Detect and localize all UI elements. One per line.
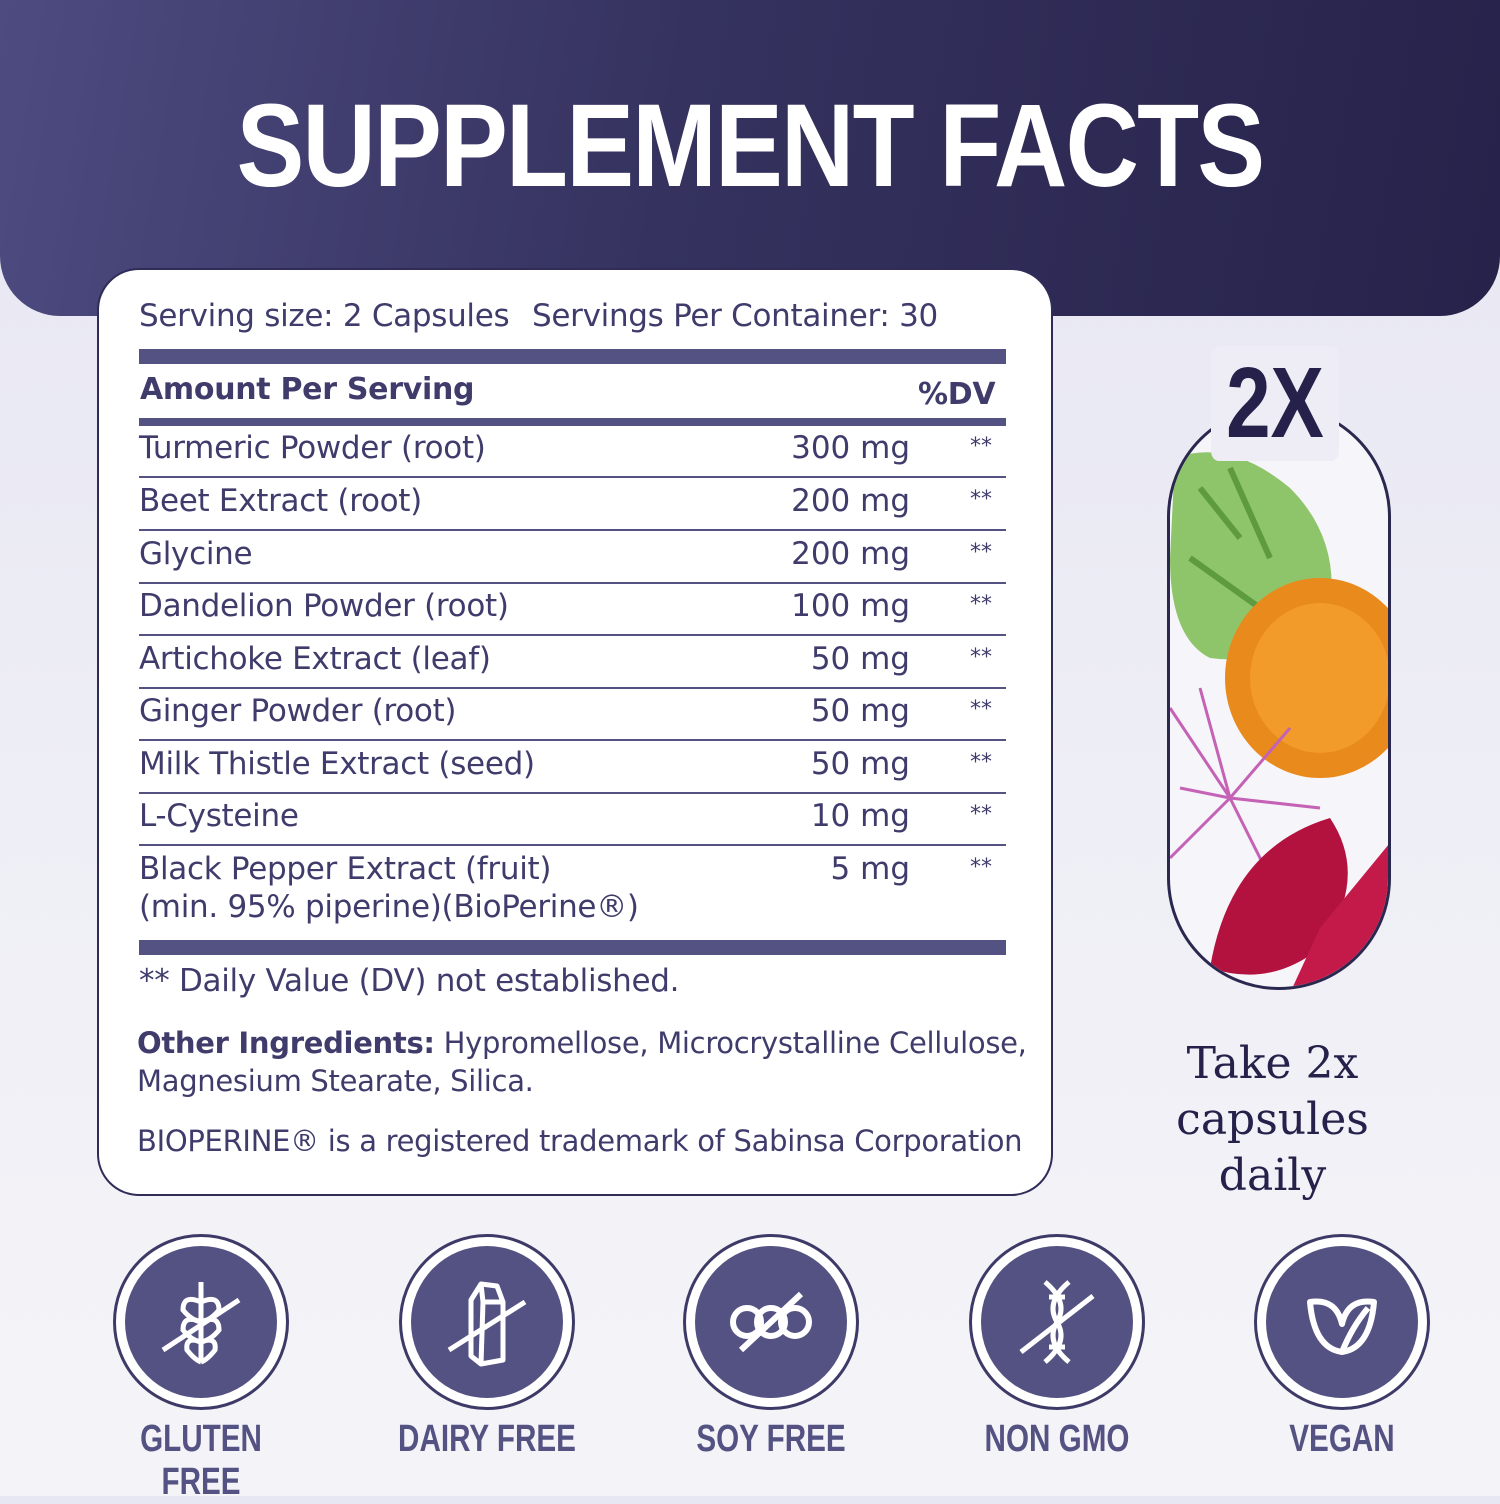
other-ingredients-line2: Magnesium Stearate, Silica. <box>137 1064 534 1098</box>
badge-label: NON GMO <box>984 1418 1130 1460</box>
divider-thick <box>139 940 1006 955</box>
badge-circle <box>113 1234 289 1410</box>
dv-footnote: ** Daily Value (DV) not established. <box>139 963 680 999</box>
leaf-icon <box>1307 1298 1377 1355</box>
ingredient-amount: 200 mg <box>791 536 910 572</box>
dna-crossed-icon <box>1019 1280 1095 1364</box>
other-ingredients-text: Hypromellose, Microcrystalline Cellulose… <box>434 1026 1027 1060</box>
row-divider <box>139 476 1006 478</box>
dosage-instructions: Take 2x capsules daily <box>1150 1036 1395 1204</box>
ingredient-name: Dandelion Powder (root) <box>139 588 509 624</box>
ingredient-name: Turmeric Powder (root) <box>139 430 486 466</box>
amount-per-serving-header: Amount Per Serving <box>140 372 475 407</box>
serving-size: Serving size: 2 Capsules <box>139 298 510 334</box>
ingredient-name: L-Cysteine <box>139 798 299 834</box>
divider-thick <box>139 349 1006 364</box>
ingredient-amount: 10 mg <box>810 798 910 834</box>
ingredient-dv: ** <box>970 855 992 880</box>
trademark-note: BIOPERINE® is a registered trademark of … <box>137 1124 1023 1158</box>
badge-label: VEGAN <box>1289 1418 1395 1460</box>
ingredient-amount: 50 mg <box>810 746 910 782</box>
badge-label: SOY FREE <box>696 1418 846 1460</box>
row-divider <box>139 792 1006 794</box>
ingredient-name: Artichoke Extract (leaf) <box>139 641 491 677</box>
ingredient-dv: ** <box>970 434 992 459</box>
divider-medium <box>139 418 1006 426</box>
ingredient-dv: ** <box>970 645 992 670</box>
header-band <box>0 0 1500 316</box>
wheat-crossed-icon <box>161 1282 241 1365</box>
ingredient-name: Ginger Powder (root) <box>139 693 457 729</box>
row-divider <box>139 529 1006 531</box>
ingredient-amount: 5 mg <box>830 851 910 887</box>
row-divider <box>139 582 1006 584</box>
dosage-line: capsules <box>1176 1094 1369 1145</box>
ingredient-name: Milk Thistle Extract (seed) <box>139 746 535 782</box>
ingredient-dv: ** <box>970 592 992 617</box>
ingredient-dv: ** <box>970 750 992 775</box>
capsule-ingredients-image <box>1167 405 1391 990</box>
ingredient-dv: ** <box>970 540 992 565</box>
ingredient-amount: 200 mg <box>791 483 910 519</box>
soybean-crossed-icon <box>730 1291 812 1353</box>
badge-label: DAIRY FREE <box>398 1418 576 1460</box>
dosage-line: daily <box>1218 1150 1327 1201</box>
ingredient-name: Glycine <box>139 536 253 572</box>
servings-per-container: Servings Per Container: 30 <box>532 298 938 334</box>
ingredient-amount: 50 mg <box>810 641 910 677</box>
dosage-badge: 2X <box>1211 346 1339 461</box>
ingredient-dv: ** <box>970 802 992 827</box>
other-ingredients: Other Ingredients: Hypromellose, Microcr… <box>137 1026 1027 1060</box>
ingredient-dv: ** <box>970 487 992 512</box>
ingredient-name: Beet Extract (root) <box>139 483 422 519</box>
milk-carton-crossed-icon <box>447 1281 527 1367</box>
other-ingredients-label: Other Ingredients: <box>137 1026 435 1060</box>
ingredient-amount: 300 mg <box>791 430 910 466</box>
ingredient-name-line2: (min. 95% piperine)(BioPerine®) <box>139 889 639 925</box>
dosage-line: Take 2x <box>1186 1038 1359 1089</box>
row-divider <box>139 739 1006 741</box>
badge-circle <box>399 1234 575 1410</box>
row-divider <box>139 844 1006 846</box>
page-title: SUPPLEMENT FACTS <box>236 80 1266 212</box>
badge-circle <box>969 1234 1145 1410</box>
badge-circle <box>1254 1234 1430 1410</box>
dv-header: %DV <box>918 377 996 412</box>
ingredient-name: Black Pepper Extract (fruit) <box>139 851 552 887</box>
ingredient-amount: 100 mg <box>791 588 910 624</box>
row-divider <box>139 687 1006 689</box>
ingredient-dv: ** <box>970 697 992 722</box>
row-divider <box>139 634 1006 636</box>
badge-label: GLUTEN FREE <box>140 1418 262 1503</box>
badge-circle <box>683 1234 859 1410</box>
ingredient-amount: 50 mg <box>810 693 910 729</box>
